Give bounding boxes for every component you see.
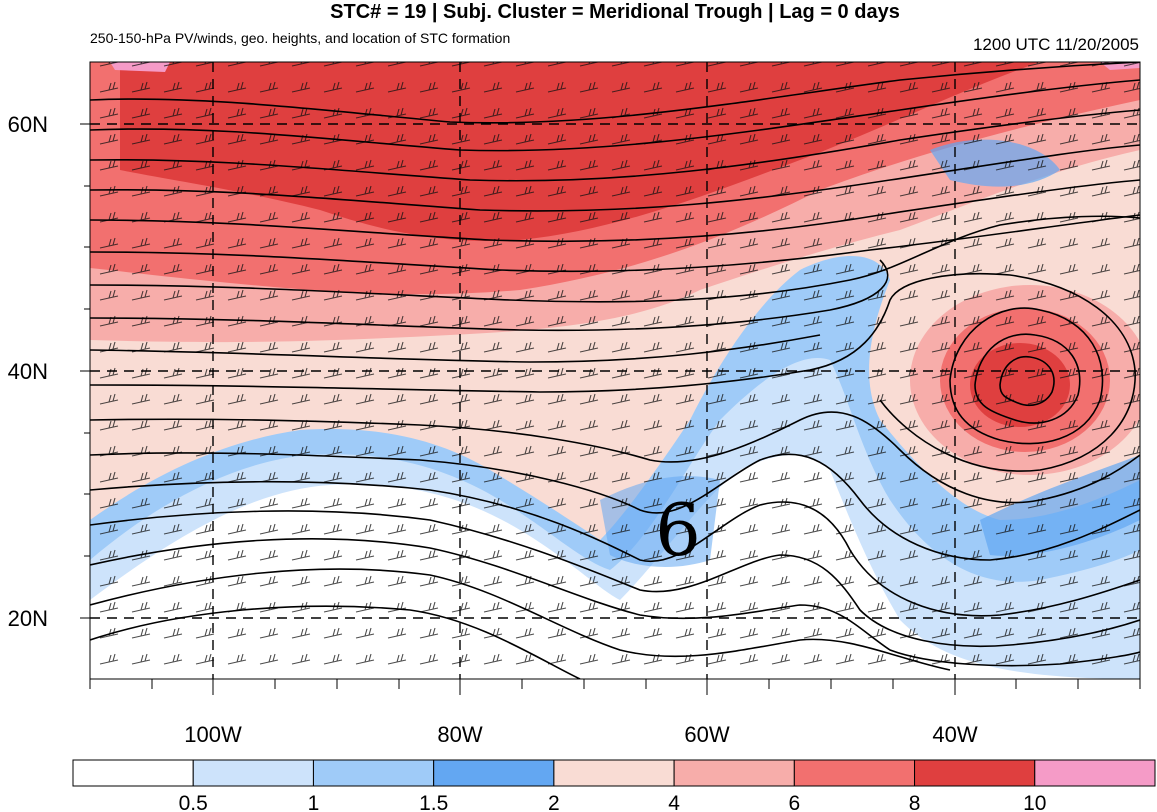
- colorbar-label: 6: [788, 792, 800, 812]
- lon-label-80w: 80W: [437, 722, 482, 747]
- colorbar-swatch: [1034, 759, 1156, 787]
- colorbar-label: 2: [548, 792, 560, 812]
- pv-colorbar: 0.5 1 1.5 2 4 6 8 10: [72, 759, 1156, 812]
- colorbar-swatch: [793, 759, 916, 787]
- lat-lon-grid: [90, 62, 1140, 679]
- figure-subtitle: 250-150-hPa PV/winds, geo. heights, and …: [90, 30, 511, 46]
- colorbar-swatch: [192, 759, 314, 787]
- lat-label-60n: 60N: [8, 112, 48, 137]
- colorbar-swatch: [312, 759, 435, 787]
- colorbar-swatch: [553, 759, 675, 787]
- lon-label-60w: 60W: [684, 722, 729, 747]
- colorbar-swatch: [914, 759, 1036, 787]
- colorbar-label: 1.5: [419, 792, 448, 812]
- colorbar-label: 8: [909, 792, 921, 812]
- lon-label-100w: 100W: [184, 722, 242, 747]
- stc-formation-symbol: 6: [655, 488, 701, 572]
- colorbar-label: 10: [1023, 792, 1046, 812]
- figure-title: STC# = 19 | Subj. Cluster = Meridional T…: [330, 1, 900, 23]
- colorbar-label: 0.5: [179, 792, 208, 812]
- height-contours: [90, 62, 1140, 679]
- colorbar-swatch: [673, 759, 795, 787]
- colorbar-swatch: [72, 759, 194, 787]
- colorbar-label: 4: [668, 792, 680, 812]
- axis-ticks: [80, 123, 1141, 695]
- lon-label-40w: 40W: [932, 722, 977, 747]
- colorbar-label: 1: [308, 792, 320, 812]
- lat-label-20n: 20N: [8, 606, 48, 631]
- colorbar-swatch: [433, 759, 555, 787]
- valid-datetime: 1200 UTC 11/20/2005: [972, 35, 1139, 54]
- lat-label-40n: 40N: [8, 359, 48, 384]
